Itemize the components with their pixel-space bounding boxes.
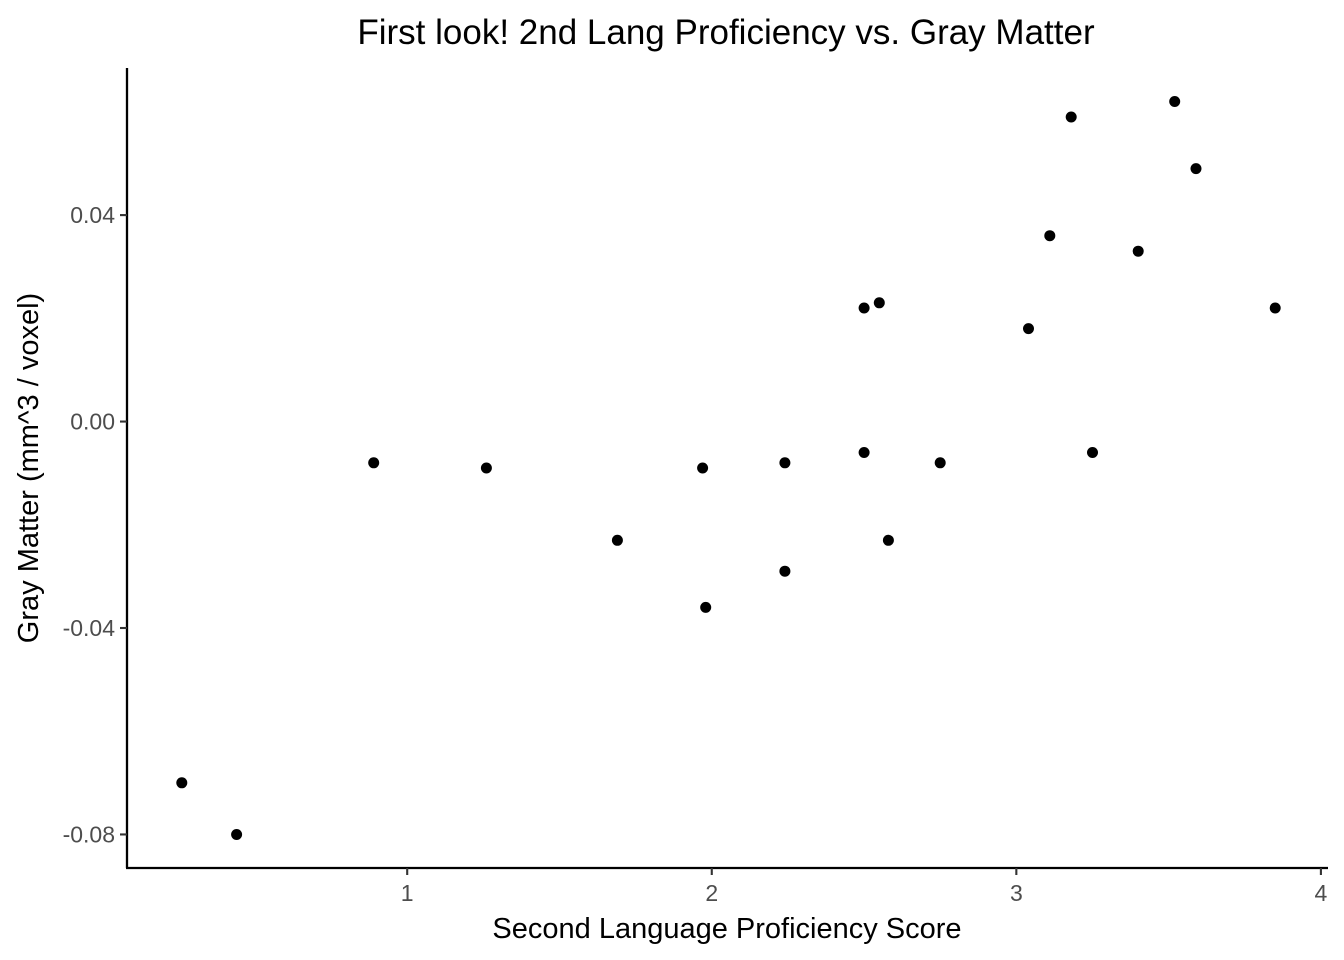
- x-axis-title: Second Language Proficiency Score: [492, 913, 961, 945]
- data-point-12: [873, 297, 885, 309]
- data-point-22: [1269, 302, 1281, 314]
- data-point-13: [882, 534, 894, 546]
- data-point-18: [1087, 447, 1098, 458]
- data-point-19: [1132, 245, 1144, 257]
- data-point-15: [1023, 323, 1034, 335]
- data-point-1: [176, 777, 188, 789]
- y-tick-label--0.08: -0.08: [63, 821, 115, 847]
- x-tick-label-3: 3: [1010, 880, 1023, 906]
- chart-title: First look! 2nd Lang Proficiency vs. Gra…: [357, 13, 1095, 52]
- x-axis-ticks: 1 2 3 4: [401, 868, 1328, 906]
- y-axis-ticks: -0.08 -0.04 0.00 0.04: [63, 202, 127, 847]
- y-tick-label-0.00: 0.00: [70, 409, 115, 435]
- x-tick-label-1: 1: [401, 880, 414, 906]
- y-tick-label--0.04: -0.04: [63, 615, 116, 641]
- data-point-9: [779, 565, 791, 577]
- data-point-16: [1044, 230, 1056, 242]
- data-point-21: [1190, 163, 1202, 175]
- x-tick-label-2: 2: [705, 880, 718, 906]
- data-point-10: [858, 447, 870, 458]
- data-point-3: [368, 457, 380, 469]
- data-points: [176, 96, 1281, 840]
- y-axis-title: Gray Matter (mm^3 / voxel): [13, 293, 45, 643]
- data-point-8: [779, 457, 791, 469]
- data-point-7: [700, 601, 712, 613]
- data-point-6: [697, 462, 709, 474]
- data-point-5: [611, 534, 623, 546]
- data-point-4: [480, 462, 492, 474]
- x-tick-label-4: 4: [1315, 880, 1328, 906]
- plot-area: 1 2 3 4 -0.08 -0.04 0.00 0.04: [63, 68, 1328, 906]
- y-tick-label-0.04: 0.04: [70, 202, 115, 228]
- data-point-11: [858, 302, 870, 314]
- data-point-17: [1065, 111, 1077, 123]
- data-point-20: [1169, 96, 1181, 107]
- data-point-2: [231, 829, 243, 840]
- data-point-14: [934, 457, 946, 469]
